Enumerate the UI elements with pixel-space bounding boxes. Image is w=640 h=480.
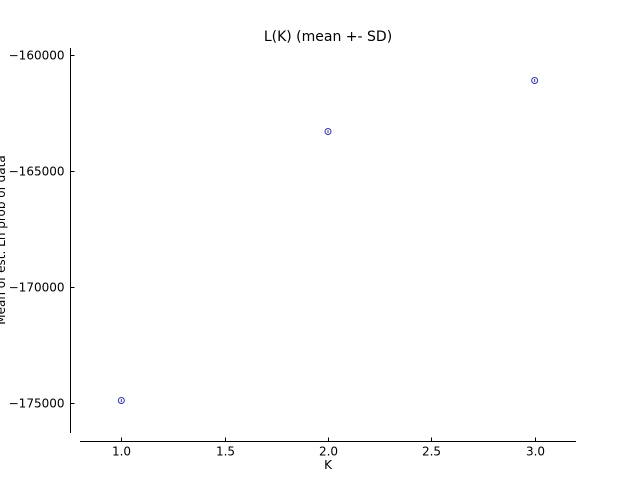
x-tick-label: 3.0: [526, 445, 545, 459]
x-tick-label: 1.0: [112, 445, 131, 459]
y-tick-label: −170000: [9, 281, 65, 295]
x-tick-label: 1.5: [216, 445, 235, 459]
data-point: [117, 397, 125, 405]
x-axis-label: K: [324, 458, 333, 472]
y-tick-label: −160000: [9, 49, 65, 63]
y-tick-label: −165000: [9, 165, 65, 179]
x-tick-label: 2.5: [422, 445, 441, 459]
y-axis-label: Mean of est. Ln prob of data: [0, 155, 8, 324]
y-ticks: −160000 −165000 −170000 −175000: [9, 49, 75, 411]
data-point: [324, 127, 332, 135]
chart-title: L(K) (mean +- SD): [264, 29, 392, 45]
data-points: [117, 76, 539, 405]
data-point: [531, 76, 539, 84]
x-tick-label: 2.0: [319, 445, 338, 459]
y-tick-label: −175000: [9, 397, 65, 411]
x-ticks: 1.0 1.5 2.0 2.5 3.0: [112, 437, 545, 459]
